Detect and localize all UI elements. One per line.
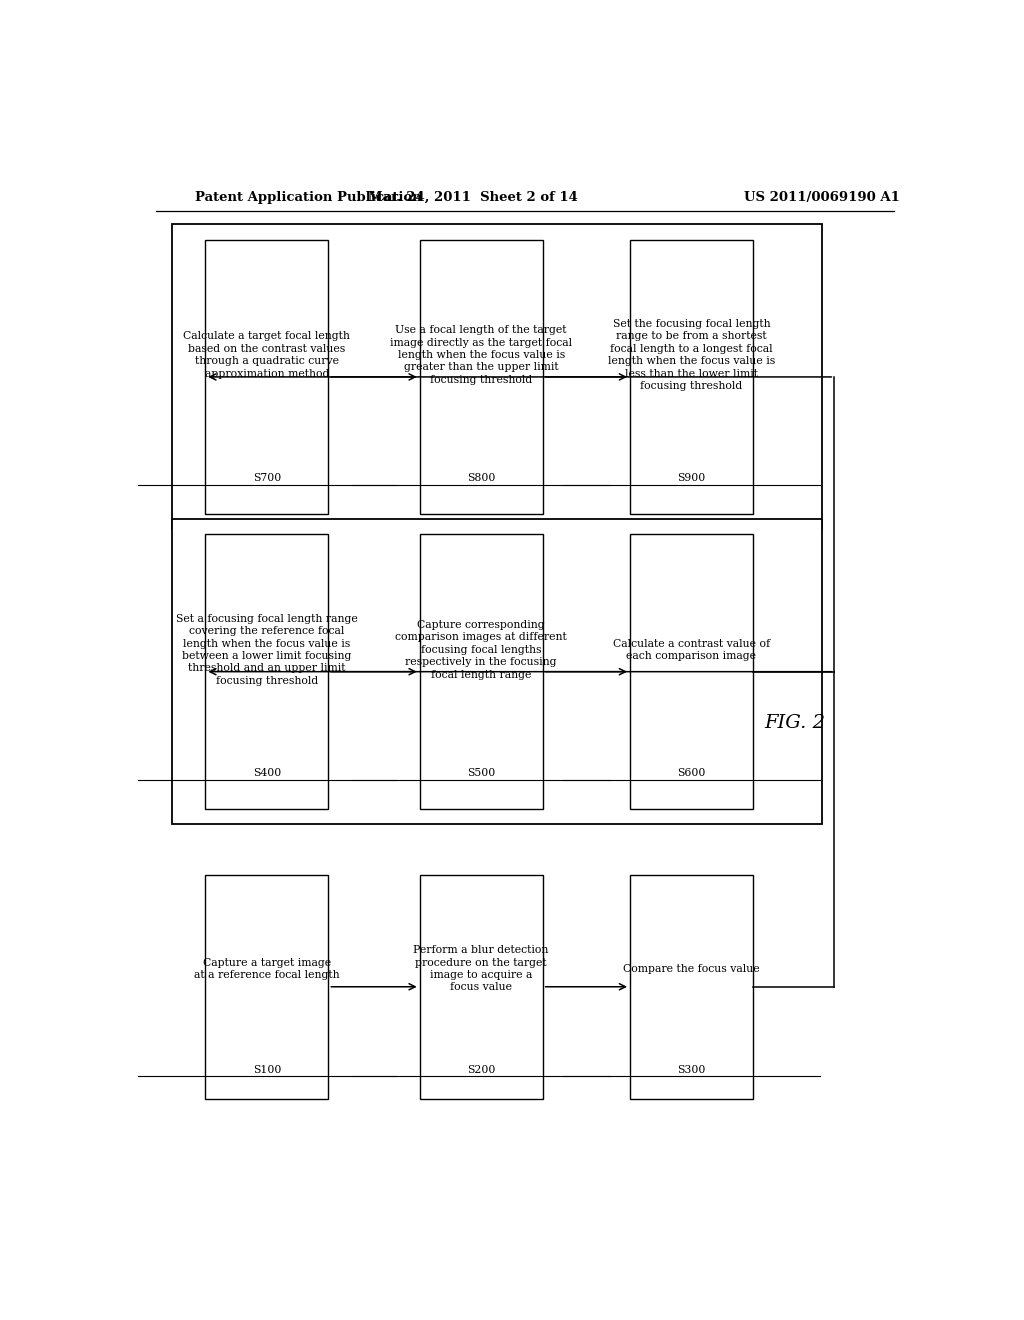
Text: Mar. 24, 2011  Sheet 2 of 14: Mar. 24, 2011 Sheet 2 of 14 [369, 190, 579, 203]
Bar [630, 240, 753, 515]
Text: Perform a blur detection
procedure on the target
image to acquire a
focus value: Perform a blur detection procedure on th… [414, 945, 549, 993]
Bar [172, 224, 822, 529]
Bar [420, 535, 543, 809]
Text: US 2011/0069190 A1: US 2011/0069190 A1 [744, 190, 900, 203]
Bar [172, 519, 822, 824]
Bar [420, 875, 543, 1098]
Bar [206, 240, 329, 515]
Text: S500: S500 [467, 768, 496, 779]
Text: Capture corresponding
comparison images at different
focusing focal lengths
resp: Capture corresponding comparison images … [395, 620, 567, 680]
Text: FIG. 2: FIG. 2 [764, 714, 825, 731]
Bar [420, 240, 543, 515]
Bar [206, 875, 329, 1098]
Text: Calculate a target focal length
based on the contrast values
through a quadratic: Calculate a target focal length based on… [183, 331, 350, 379]
Text: Use a focal length of the target
image directly as the target focal
length when : Use a focal length of the target image d… [390, 325, 572, 384]
Text: Capture a target image
at a reference focal length: Capture a target image at a reference fo… [195, 958, 340, 979]
Text: Set a focusing focal length range
covering the reference focal
length when the f: Set a focusing focal length range coveri… [176, 614, 357, 685]
Text: Patent Application Publication: Patent Application Publication [196, 190, 422, 203]
Bar [630, 535, 753, 809]
Text: S200: S200 [467, 1064, 496, 1074]
Text: S800: S800 [467, 474, 496, 483]
Text: Set the focusing focal length
range to be from a shortest
focal length to a long: Set the focusing focal length range to b… [608, 319, 775, 391]
Text: S600: S600 [677, 768, 706, 779]
Bar [630, 875, 753, 1098]
Text: Compare the focus value: Compare the focus value [624, 964, 760, 974]
Text: S700: S700 [253, 474, 281, 483]
Text: S300: S300 [677, 1064, 706, 1074]
Text: S400: S400 [253, 768, 281, 779]
Text: S900: S900 [677, 474, 706, 483]
Text: Calculate a contrast value of
each comparison image: Calculate a contrast value of each compa… [613, 639, 770, 661]
Bar [206, 535, 329, 809]
Text: S100: S100 [253, 1064, 281, 1074]
